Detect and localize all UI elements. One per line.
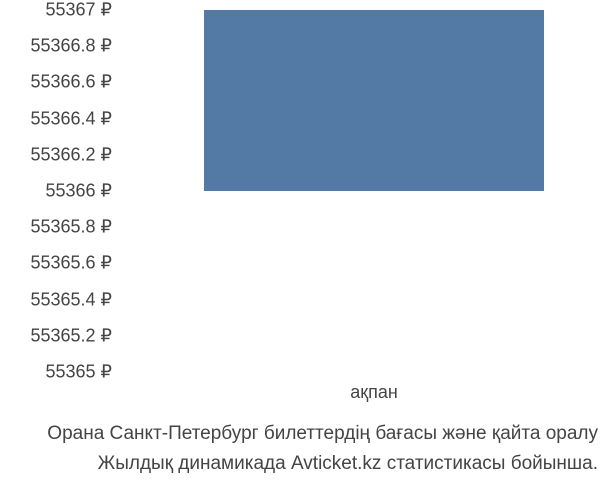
y-axis-labels: 55367 ₽55366.8 ₽55366.6 ₽55366.4 ₽55366.… bbox=[0, 10, 112, 372]
y-tick-label: 55366.8 ₽ bbox=[30, 36, 112, 57]
x-tick-label: ақпан bbox=[350, 382, 398, 403]
caption-line-2: Жылдық динамикада Avticket.kz статистика… bbox=[47, 449, 598, 478]
y-tick-label: 55366 ₽ bbox=[45, 181, 112, 202]
y-tick-label: 55366.2 ₽ bbox=[30, 144, 112, 165]
y-tick-label: 55366.6 ₽ bbox=[30, 72, 112, 93]
y-tick-label: 55365.6 ₽ bbox=[30, 253, 112, 274]
bar bbox=[204, 10, 543, 191]
y-tick-label: 55365.4 ₽ bbox=[30, 289, 112, 310]
y-tick-label: 55366.4 ₽ bbox=[30, 108, 112, 129]
price-chart: 55367 ₽ 55366.8 ₽ 55366.6 ₽ 55366.4 ₽ 55366.… bbox=[0, 0, 600, 500]
plot-area: ақпан bbox=[167, 10, 581, 372]
caption-line-1: Орана Санкт-Петербург билеттердің бағасы… bbox=[47, 419, 598, 448]
y-tick-label: 55365 ₽ bbox=[45, 362, 112, 383]
y-tick-label: 55367 ₽ bbox=[45, 0, 112, 21]
y-tick-label: 55365.8 ₽ bbox=[30, 217, 112, 238]
y-tick-label: 55365.2 ₽ bbox=[30, 325, 112, 346]
chart-caption: Орана Санкт-Петербург билеттердің бағасы… bbox=[47, 419, 598, 478]
